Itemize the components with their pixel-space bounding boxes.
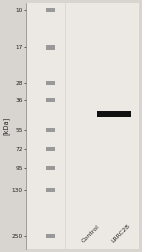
- Bar: [46, 147, 55, 151]
- Bar: [46, 45, 55, 50]
- Text: Control: Control: [81, 224, 101, 243]
- Bar: [46, 234, 55, 238]
- Bar: [97, 111, 131, 117]
- Y-axis label: [kDa]: [kDa]: [3, 117, 10, 135]
- Bar: [46, 188, 55, 193]
- Bar: [46, 81, 55, 85]
- Text: LRRC28: LRRC28: [111, 223, 131, 243]
- Bar: [46, 98, 55, 102]
- Bar: [46, 128, 55, 132]
- Bar: [46, 8, 55, 12]
- Bar: [46, 166, 55, 170]
